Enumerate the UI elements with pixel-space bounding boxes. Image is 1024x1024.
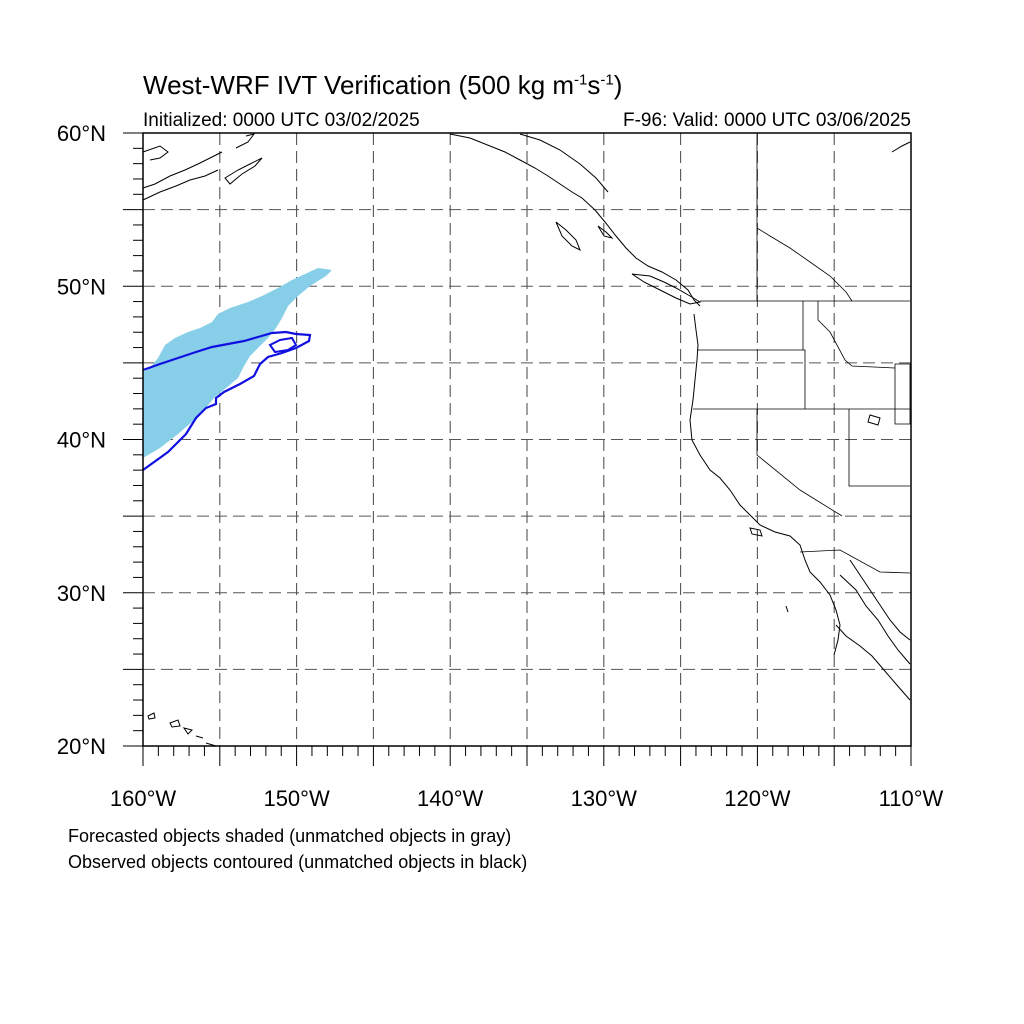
latitude-label: 20°N: [57, 734, 106, 759]
latitude-label: 30°N: [57, 581, 106, 606]
valid-time: F-96: Valid: 0000 UTC 03/06/2025: [623, 110, 911, 131]
legend-note-forecast: Forecasted objects shaded (unmatched obj…: [68, 826, 512, 846]
legend-note-observed: Observed objects contoured (unmatched ob…: [68, 852, 528, 872]
longitude-label: 130°W: [571, 786, 638, 811]
observed-ivt-contour-inner: [268, 336, 298, 354]
axis-ticks: [123, 132, 912, 766]
longitude-label: 110°W: [879, 786, 944, 811]
longitude-labels: 160°W 150°W 140°W 130°W 120°W 110°W: [110, 786, 944, 811]
coastlines: [142, 133, 911, 747]
forecast-ivt-object: [143, 268, 332, 458]
political-borders: [693, 134, 911, 574]
map-frame: [142, 132, 912, 747]
grid-lines: [143, 133, 911, 746]
longitude-label: 140°W: [417, 786, 484, 811]
latitude-label: 60°N: [57, 121, 106, 146]
observed-ivt-contour: [142, 330, 312, 471]
longitude-label: 150°W: [263, 786, 330, 811]
latitude-label: 50°N: [57, 274, 106, 299]
latitude-labels: 60°N 50°N 40°N 30°N 20°N: [57, 121, 106, 759]
longitude-label: 160°W: [110, 786, 177, 811]
longitude-label: 120°W: [724, 786, 791, 811]
map-title: West-WRF IVT Verification (500 kg m-1s-1…: [143, 70, 623, 100]
latitude-label: 40°N: [57, 428, 106, 453]
initialized-time: Initialized: 0000 UTC 03/02/2025: [143, 110, 420, 131]
